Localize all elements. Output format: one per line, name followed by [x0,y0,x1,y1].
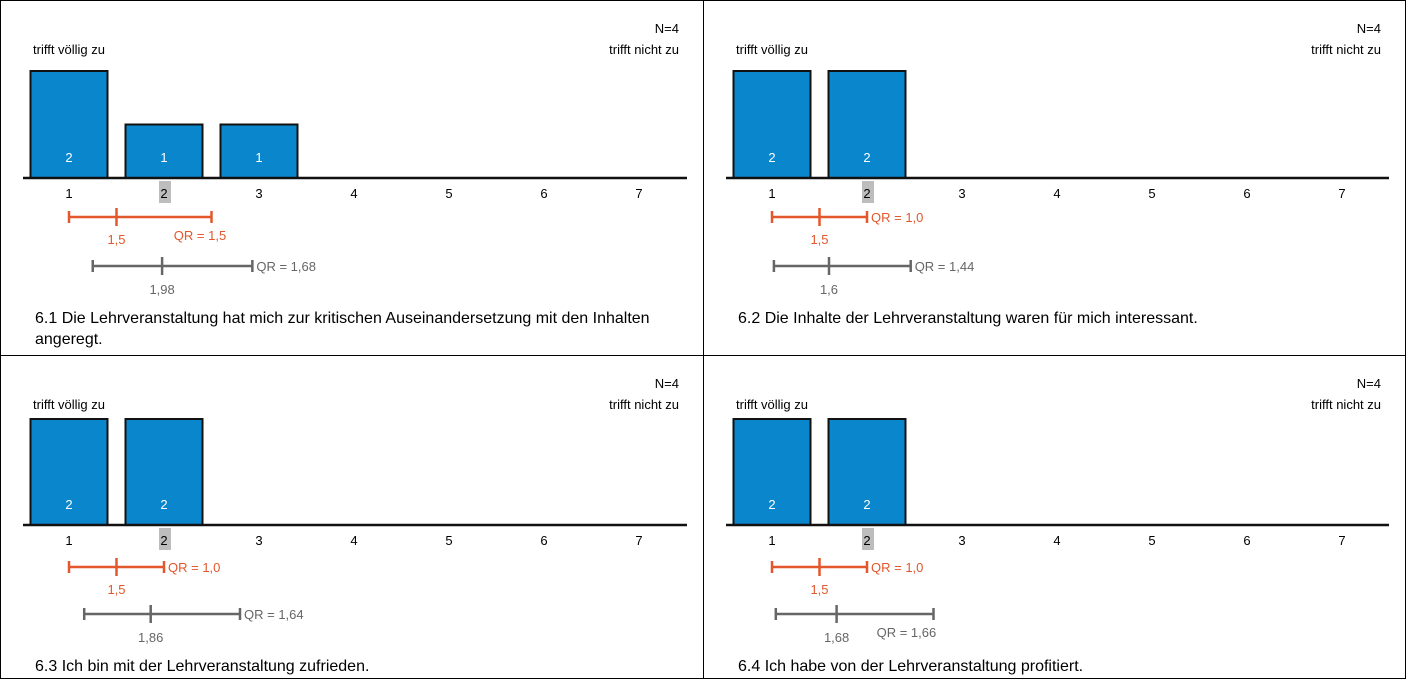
own-qr-qr-label: QR = 1,0 [168,560,220,575]
x-tick-label: 5 [1148,533,1155,548]
bar-value-label: 2 [863,150,870,165]
x-tick-label: 3 [255,533,262,548]
bar-value-label: 1 [255,150,262,165]
chart-svg: 2 2 1 2 3 4 5 6 7 1,5 QR = 1,0 1,6 QR = 1,44 [726,70,1389,297]
compare-qr-median-label: 1,68 [824,630,849,645]
x-tick-label: 4 [350,533,357,548]
highlight-marker [862,181,874,203]
x-tick-label: 2 [160,533,167,548]
bar-value-label: 2 [160,497,167,512]
bar-value-label: 1 [160,150,167,165]
bar-value-label: 2 [65,150,72,165]
x-tick-label: 3 [255,186,262,201]
own-qr-median-label: 1,5 [107,582,125,597]
own-qr-median-label: 1,5 [810,582,828,597]
x-tick-label: 6 [540,186,547,201]
compare-qr-qr-label: QR = 1,44 [915,259,975,274]
x-tick-label: 1 [768,533,775,548]
compare-qr-median-label: 1,86 [138,630,163,645]
x-tick-label: 7 [635,186,642,201]
x-tick-label: 4 [350,186,357,201]
x-tick-label: 6 [1243,186,1250,201]
bar [124,123,204,179]
own-qr-qr-label: QR = 1,0 [871,210,923,225]
highlight-marker [159,181,171,203]
x-tick-label: 1 [65,186,72,201]
n-label: N=4 [1356,21,1381,36]
n-label: N=4 [1356,376,1381,391]
x-tick-label: 1 [65,533,72,548]
x-tick-label: 2 [863,186,870,201]
x-tick-label: 6 [1243,533,1250,548]
x-tick-label: 7 [635,533,642,548]
chart-svg: 2 1 1 1 2 3 4 5 6 7 1,5 QR = 1,5 1,98 QR = 1,68 [23,70,687,297]
chart-panel-1: N=4 trifft völlig zu trifft nicht zu 6.1 Di… [0,0,704,356]
bar-value-label: 2 [768,497,775,512]
highlight-marker [862,528,874,550]
bar [29,418,109,526]
own-qr-qr-label: QR = 1,0 [871,560,923,575]
x-tick-label: 5 [1148,186,1155,201]
question-caption: 6.1 Die Lehrveranstaltung hat mich zur k… [35,310,650,348]
x-tick-label: 4 [1053,533,1060,548]
scale-right-label: trifft nicht zu [1311,397,1381,412]
bar-value-label: 2 [863,497,870,512]
bar-value-label: 2 [65,497,72,512]
compare-qr-qr-label: QR = 1,64 [244,607,304,622]
scale-left-label: trifft völlig zu [33,397,106,412]
x-tick-label: 5 [445,533,452,548]
x-tick-label: 4 [1053,186,1060,201]
question-caption: 6.3 Ich bin mit der Lehrveranstaltung zu… [35,658,370,675]
scale-right-label: trifft nicht zu [1311,42,1381,57]
question-caption: 6.4 Ich habe von der Lehrveranstaltung p… [738,658,1084,675]
scale-right-label: trifft nicht zu [609,42,679,57]
scale-left-label: trifft völlig zu [736,42,809,57]
x-tick-label: 3 [958,533,965,548]
n-label: N=4 [654,21,679,36]
bar [827,418,907,526]
compare-qr-median-label: 1,6 [820,282,838,297]
chart-svg: 2 2 1 2 3 4 5 6 7 1,5 QR = 1,0 1,86 QR = 1,64 [23,418,687,645]
scale-left-label: trifft völlig zu [33,42,106,57]
compare-qr-median-label: 1,98 [149,282,174,297]
x-tick-label: 1 [768,186,775,201]
chart-panel-2: N=4 trifft völlig zu trifft nicht zu 6.2 Di… [703,0,1406,356]
x-tick-label: 2 [160,186,167,201]
bar [732,70,812,179]
bar-value-label: 2 [768,150,775,165]
chart-panel-4: N=4 trifft völlig zu trifft nicht zu 6.4 Ic… [703,355,1406,679]
own-qr-median-label: 1,5 [107,232,125,247]
x-tick-label: 5 [445,186,452,201]
own-qr-qr-label: QR = 1,5 [174,228,226,243]
question-caption: 6.2 Die Inhalte der Lehrveranstaltung wa… [738,310,1198,327]
scale-left-label: trifft völlig zu [736,397,809,412]
bar [827,70,907,179]
own-qr-median-label: 1,5 [810,232,828,247]
chart-svg: 2 2 1 2 3 4 5 6 7 1,5 QR = 1,0 1,68 QR = 1,66 [726,418,1389,645]
scale-right-label: trifft nicht zu [609,397,679,412]
compare-qr-qr-label: QR = 1,68 [256,259,316,274]
x-tick-label: 3 [958,186,965,201]
x-tick-label: 7 [1338,533,1345,548]
highlight-marker [159,528,171,550]
bar [124,418,204,526]
chart-panel-3: N=4 trifft völlig zu trifft nicht zu 6.3 Ic… [0,355,704,679]
x-tick-label: 2 [863,533,870,548]
x-tick-label: 7 [1338,186,1345,201]
x-tick-label: 6 [540,533,547,548]
compare-qr-qr-label: QR = 1,66 [877,625,937,640]
n-label: N=4 [654,376,679,391]
